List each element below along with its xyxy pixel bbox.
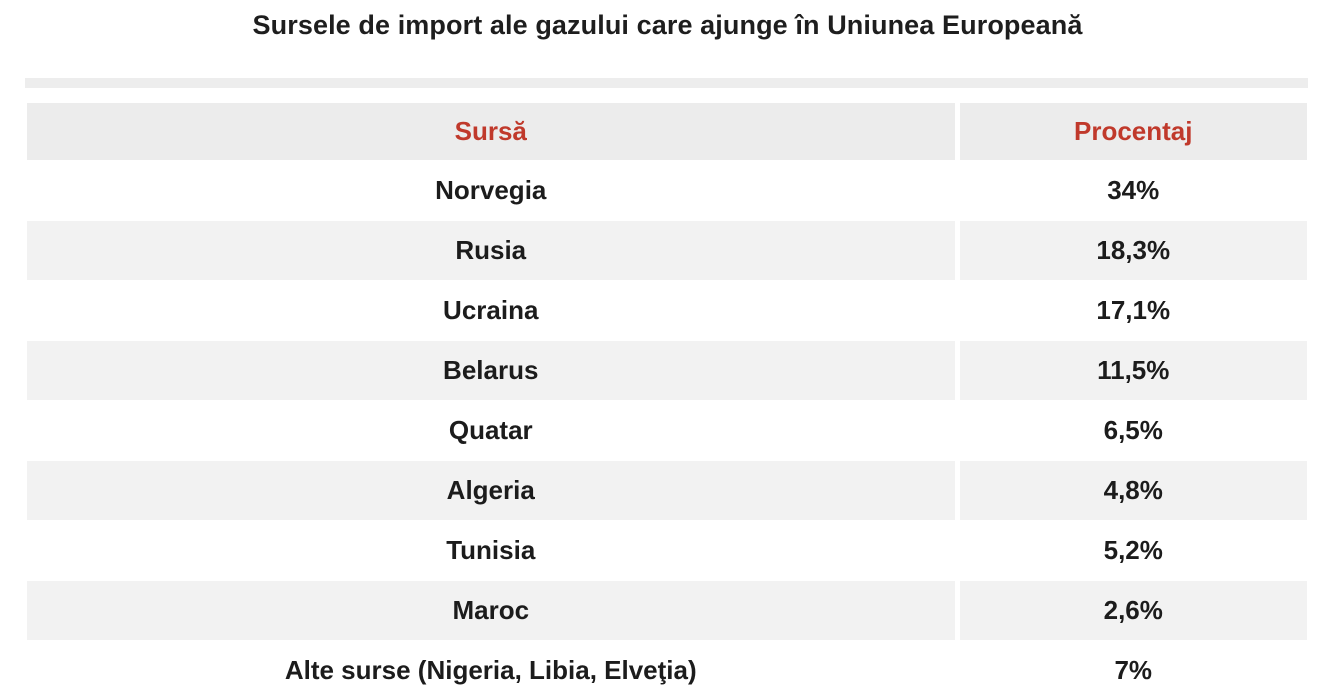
percent-cell: 17,1% <box>954 280 1307 341</box>
table-row: Rusia 18,3% <box>27 220 1307 281</box>
table-row: Ucraina 17,1% <box>27 280 1307 341</box>
column-header-percent: Procentaj <box>954 103 1307 161</box>
table-row: Maroc 2,6% <box>27 580 1307 641</box>
column-header-source: Sursă <box>27 103 957 161</box>
percent-cell: 4,8% <box>954 460 1307 521</box>
source-cell: Belarus <box>27 340 957 401</box>
table-row: Belarus 11,5% <box>27 340 1307 401</box>
table-row: Quatar 6,5% <box>27 400 1307 461</box>
percent-cell: 6,5% <box>954 400 1307 461</box>
source-cell: Quatar <box>27 400 957 461</box>
table-row: Algeria 4,8% <box>27 460 1307 521</box>
percent-cell: 11,5% <box>954 340 1307 401</box>
percent-cell: 5,2% <box>954 520 1307 581</box>
title-divider <box>25 78 1308 88</box>
table-row: Norvegia 34% <box>27 160 1307 221</box>
table-body: Norvegia 34% Rusia 18,3% Ucraina 17,1% Belarus… <box>27 160 1307 700</box>
source-cell: Norvegia <box>27 160 957 221</box>
table-row: Tunisia 5,2% <box>27 520 1307 581</box>
table-row: Alte surse (Nigeria, Libia, Elveţia) 7% <box>27 640 1307 700</box>
import-sources-table: Sursă Procentaj Norvegia 34% Rusia 18,3% Ucr… <box>27 103 1307 700</box>
data-table: Sursă Procentaj Norvegia 34% Rusia 18,3% Ucr… <box>27 103 1307 700</box>
source-cell: Alte surse (Nigeria, Libia, Elveţia) <box>27 640 957 700</box>
table-title: Sursele de import ale gazului care ajung… <box>252 10 1083 40</box>
percent-cell: 7% <box>954 640 1307 700</box>
source-cell: Algeria <box>27 460 957 521</box>
source-cell: Tunisia <box>27 520 957 581</box>
percent-cell: 2,6% <box>954 580 1307 641</box>
percent-cell: 18,3% <box>954 220 1307 281</box>
table-header-row: Sursă Procentaj <box>27 103 1307 161</box>
source-cell: Ucraina <box>27 280 957 341</box>
percent-cell: 34% <box>954 160 1307 221</box>
source-cell: Rusia <box>27 220 957 281</box>
source-cell: Maroc <box>27 580 957 641</box>
